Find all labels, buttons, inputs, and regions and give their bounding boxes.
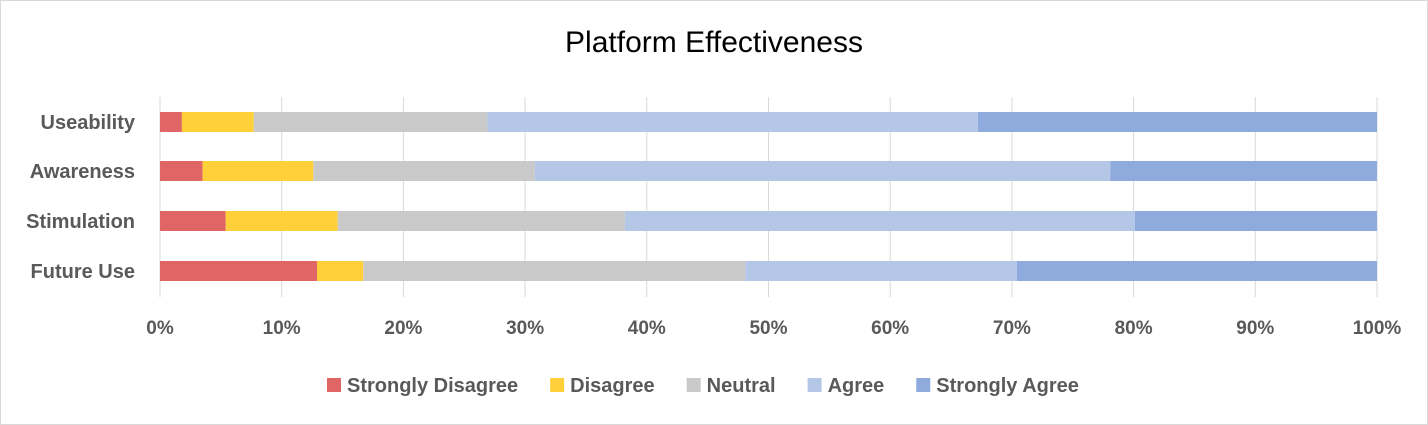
x-tick-label: 10% <box>263 318 301 339</box>
bar-strongly-disagree-stimulation <box>160 211 226 231</box>
bar-agree-stimulation <box>624 211 1135 231</box>
legend-swatch <box>686 378 701 392</box>
bar-neutral-future-use <box>363 261 746 281</box>
bar-disagree-awareness <box>202 161 314 181</box>
bar-neutral-awareness <box>313 161 535 181</box>
bar-disagree-stimulation <box>225 211 338 231</box>
legend-item-neutral: Neutral <box>686 375 776 397</box>
legend-label: Neutral <box>707 375 776 397</box>
x-tick-labels: 0% 10% 20% 30% 40% 50% 60% 70% 80% 90% 100% <box>146 318 1401 339</box>
legend-label: Disagree <box>570 375 655 397</box>
bar-strongly-agree-awareness <box>1110 161 1377 181</box>
legend-item-agree: Agree <box>807 375 885 397</box>
bar-strongly-agree-stimulation <box>1134 211 1377 231</box>
x-tick-label: 0% <box>146 318 174 339</box>
legend-swatch <box>916 378 931 392</box>
bar-disagree-useability <box>181 112 254 132</box>
bar-disagree-future-use <box>316 261 364 281</box>
category-labels: Useability Awareness Stimulation Future Use <box>26 112 136 283</box>
legend-swatch <box>327 378 341 392</box>
x-tick-label: 70% <box>993 318 1031 339</box>
bar-strongly-agree-useability <box>977 112 1377 132</box>
x-tick-label: 30% <box>506 318 544 339</box>
legend-label: Agree <box>828 375 885 397</box>
bar-neutral-useability <box>253 112 488 132</box>
bar-agree-useability <box>487 112 978 132</box>
legend-label: Strongly Agree <box>936 375 1079 397</box>
category-label-stimulation: Stimulation <box>26 211 135 233</box>
legend-label: Strongly Disagree <box>347 375 518 397</box>
legend-swatch <box>550 378 565 392</box>
x-tick-label: 60% <box>871 318 909 339</box>
x-tick-label: 50% <box>749 318 787 339</box>
bar-agree-future-use <box>745 261 1017 281</box>
bar-strongly-agree-future-use <box>1016 261 1377 281</box>
category-label-future-use: Future Use <box>31 261 135 283</box>
x-tick-label: 40% <box>628 318 666 339</box>
x-tick-label: 90% <box>1236 318 1274 339</box>
x-tick-label: 20% <box>384 318 422 339</box>
bars <box>160 112 1377 281</box>
category-label-awareness: Awareness <box>30 161 135 183</box>
legend-swatch <box>807 378 822 392</box>
bar-strongly-disagree-future-use <box>160 261 317 281</box>
legend-item-strongly-agree: Strongly Agree <box>916 375 1079 397</box>
x-tick-label: 80% <box>1115 318 1153 339</box>
chart-title: Platform Effectiveness <box>565 26 863 59</box>
legend: Strongly Disagree Disagree Neutral Agree Str… <box>327 375 1079 397</box>
x-tick-label: 100% <box>1353 318 1402 339</box>
category-label-useability: Useability <box>41 112 136 134</box>
bar-agree-awareness <box>534 161 1111 181</box>
bar-strongly-disagree-awareness <box>160 161 203 181</box>
legend-item-strongly-disagree: Strongly Disagree <box>327 375 518 397</box>
bar-neutral-stimulation <box>337 211 625 231</box>
bar-strongly-disagree-useability <box>160 112 182 132</box>
legend-item-disagree: Disagree <box>550 375 655 397</box>
